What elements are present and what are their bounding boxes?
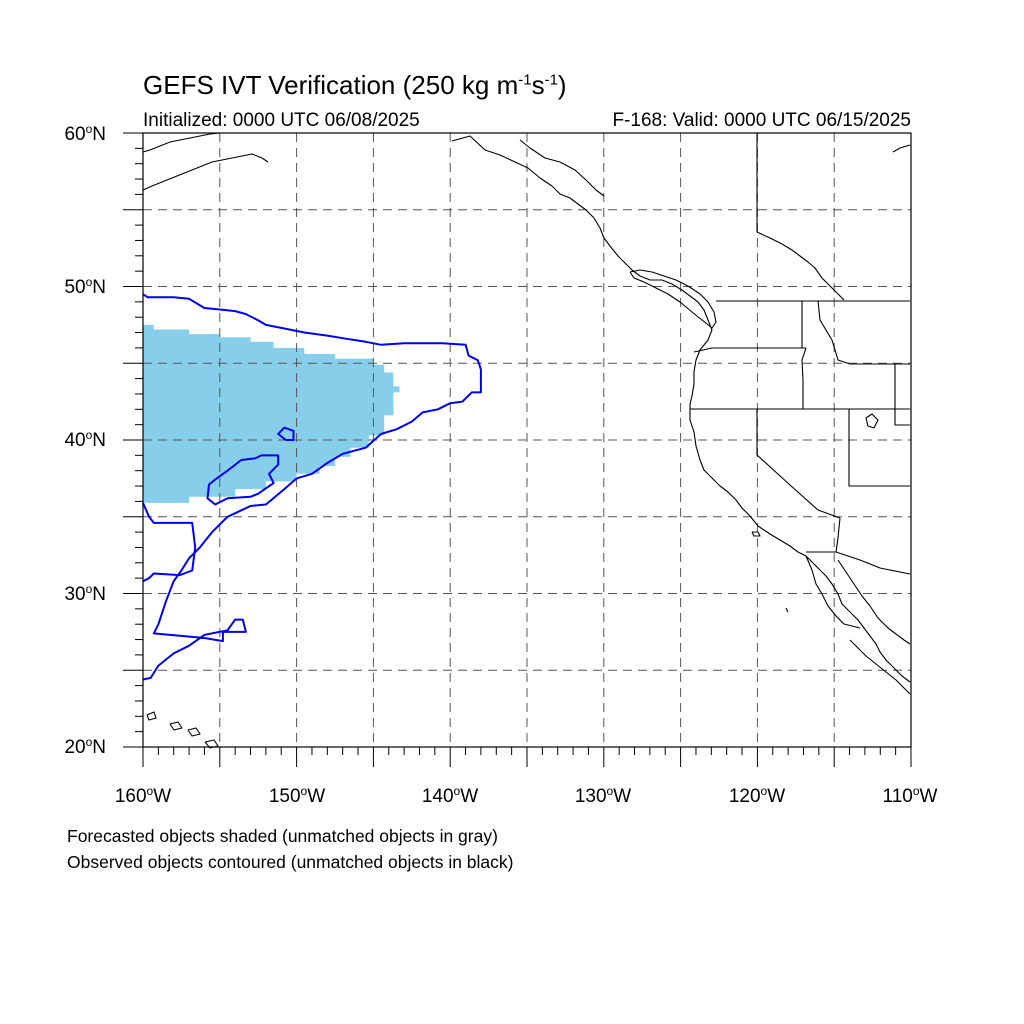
map-ticks: [123, 132, 912, 767]
observed-ivt-contour: [142, 502, 197, 583]
us-mexico-border: [806, 551, 911, 575]
gulf-of-california-east: [837, 559, 911, 645]
lat-label-30: 30oN: [64, 582, 106, 605]
observed-objects-layer: [142, 293, 482, 681]
graticule-layer: [143, 133, 911, 747]
lon-label-110: 110oW: [882, 784, 938, 807]
hawaii-oahu: [169, 721, 183, 731]
ca-nv-border: [756, 409, 841, 519]
forecast-note: Forecasted objects shaded (unmatched obj…: [67, 826, 498, 846]
coastline-layer: [142, 132, 911, 749]
bc-inland-border: [756, 133, 845, 301]
lon-label-160: 160oW: [114, 784, 172, 807]
lon-label-150: 150oW: [268, 784, 326, 807]
alaska-coastline: [451, 135, 713, 331]
western-us-coast: [689, 329, 911, 683]
channel-islands: [751, 531, 761, 537]
observed-ivt-contour: [277, 426, 295, 441]
observed-note: Observed objects contoured (unmatched ob…: [67, 852, 514, 872]
guadalupe-island: [785, 607, 789, 613]
wa-or-border: [693, 347, 806, 353]
forecast-objects-layer: [143, 324, 400, 503]
forecast-ivt-object: [143, 324, 400, 503]
nv-az-border: [848, 409, 910, 487]
alaska-fragments: [142, 153, 269, 191]
lat-label-60: 60oN: [64, 122, 106, 145]
mexico-mainland-coast: [849, 639, 911, 695]
wy-border: [894, 364, 910, 426]
baja-peninsula: [805, 555, 861, 629]
se-alaska-coast: [519, 139, 605, 197]
great-salt-lake: [865, 413, 879, 429]
lon-label-130: 130oW: [574, 784, 632, 807]
map-title: GEFS IVT Verification (250 kg m-1s-1): [143, 70, 567, 100]
observed-ivt-contour: [142, 293, 482, 681]
lat-label-40: 40oN: [64, 428, 106, 451]
hawaii-big-island: [204, 739, 219, 749]
or-id-border: [801, 347, 807, 409]
az-border: [806, 517, 841, 553]
observed-ivt-contour: [206, 454, 280, 506]
valid-time-label: F-168: Valid: 0000 UTC 06/15/2025: [612, 110, 911, 131]
lat-label-50: 50oN: [64, 275, 106, 298]
hawaii-maui: [187, 727, 201, 737]
vancouver-island: [629, 269, 717, 329]
id-mt-border: [817, 300, 910, 365]
alaska-peninsula: [142, 132, 221, 153]
init-time-label: Initialized: 0000 UTC 06/08/2025: [143, 110, 420, 131]
lon-label-120: 120oW: [728, 784, 786, 807]
lat-label-20: 20oN: [64, 735, 106, 758]
hawaii-kauai: [146, 711, 157, 721]
lon-label-140: 140oW: [421, 784, 479, 807]
coast-fragment-ne: [892, 144, 911, 153]
